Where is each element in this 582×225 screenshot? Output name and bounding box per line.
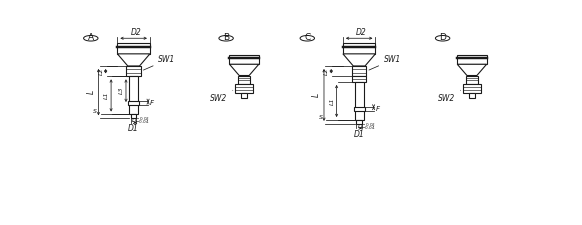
Bar [469, 93, 475, 98]
Text: $D^{-0.02}_{-0.04}$: $D^{-0.02}_{-0.04}$ [132, 115, 151, 126]
Polygon shape [343, 54, 375, 66]
Text: D: D [439, 33, 446, 42]
Text: L1: L1 [330, 97, 335, 105]
Bar [235, 84, 253, 93]
Bar [352, 66, 367, 76]
Text: F: F [375, 106, 379, 112]
Text: L1: L1 [104, 92, 109, 99]
Polygon shape [118, 54, 150, 66]
Text: C: C [304, 33, 310, 42]
Text: SW2: SW2 [438, 90, 460, 104]
Bar [463, 84, 481, 93]
Text: SW1: SW1 [143, 55, 176, 70]
Bar [466, 76, 478, 84]
Bar [354, 107, 364, 110]
Text: SW2: SW2 [210, 90, 233, 104]
Text: L: L [312, 93, 321, 97]
Text: D2: D2 [130, 28, 141, 37]
Text: L3: L3 [119, 87, 124, 94]
Bar [118, 43, 150, 54]
Bar [352, 76, 367, 82]
Text: D2: D2 [356, 28, 367, 37]
Text: A: A [88, 33, 94, 42]
Bar [238, 76, 250, 84]
Polygon shape [457, 64, 487, 76]
Text: S: S [318, 115, 322, 119]
Text: L2: L2 [98, 68, 104, 75]
Text: D1: D1 [354, 130, 364, 139]
Bar [131, 115, 136, 118]
Bar [129, 76, 138, 115]
Text: $D^{-0.02}_{-0.04}$: $D^{-0.02}_{-0.04}$ [357, 121, 376, 132]
Bar [457, 55, 487, 64]
Bar [241, 93, 247, 98]
Polygon shape [229, 64, 259, 76]
Text: F: F [150, 100, 154, 106]
Text: S: S [93, 109, 97, 114]
Text: SW1: SW1 [369, 55, 401, 70]
Text: L: L [86, 90, 95, 94]
Text: L2: L2 [324, 68, 329, 75]
Text: B: B [223, 33, 229, 42]
Bar [128, 101, 139, 105]
Text: D1: D1 [128, 124, 139, 133]
Bar [354, 82, 364, 120]
Bar [126, 66, 141, 76]
Bar [356, 120, 362, 124]
Bar [229, 55, 259, 64]
Bar [343, 43, 375, 54]
